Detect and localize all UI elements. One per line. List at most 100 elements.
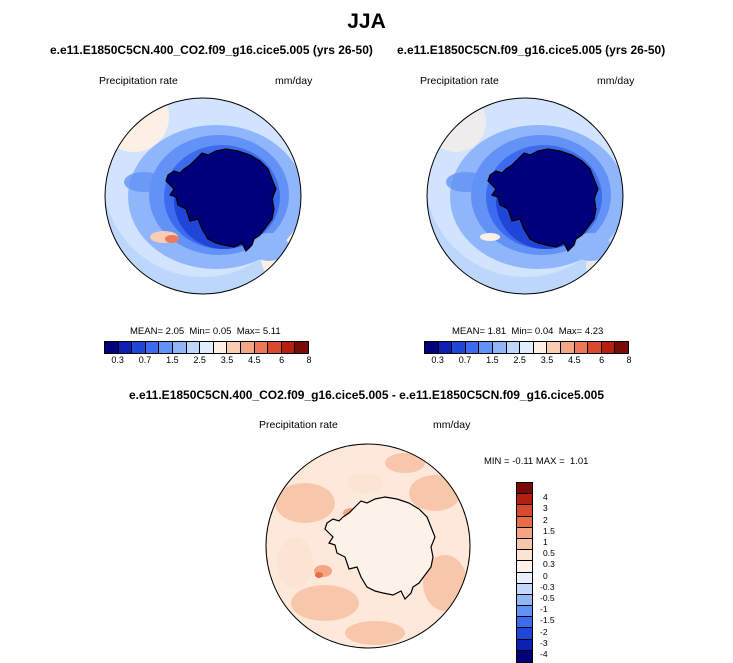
colorbar-tick-label: 0: [543, 570, 548, 581]
colorbar-swatch: [145, 342, 160, 353]
colorbar-tick-label: 1.5: [166, 355, 179, 365]
colorbar-tick-label: 4: [543, 492, 548, 503]
variable-label-difference: Precipitation rate: [259, 419, 338, 431]
colorbar-tick-label: 0.7: [458, 355, 472, 365]
mean-value: 2.05: [165, 326, 185, 337]
colorbar-tick-label: 1: [543, 537, 548, 547]
colorbar-swatch: [186, 342, 201, 353]
colorbar-swatch: [517, 606, 532, 618]
colorbar-control: [424, 341, 629, 354]
colorbar-swatch: [560, 342, 575, 353]
colorbar-ticks-control: 0.3 0.7 1.5 2.5 3.5 4.5 6 8: [424, 355, 632, 367]
colorbar-swatch: [492, 342, 507, 353]
colorbar-swatch: [159, 342, 173, 353]
colorbar-swatch: [452, 342, 466, 353]
colorbar-tick-label: -2: [540, 626, 548, 637]
polar-map-difference: [265, 443, 471, 649]
colorbar-swatch: [517, 583, 532, 595]
polar-map-co2: [104, 97, 302, 295]
colorbar-swatch: [517, 628, 532, 640]
colorbar-swatch: [517, 650, 532, 662]
colorbar-swatch: [520, 342, 534, 353]
colorbar-swatch: [281, 342, 296, 353]
units-label-control: mm/day: [597, 75, 635, 87]
colorbar-swatch: [213, 342, 228, 353]
colorbar-swatch: [517, 594, 532, 607]
colorbar-tick-label: 4.5: [568, 355, 581, 365]
stats-control: MEAN= 1.81 Min= 0.04 Max= 4.23: [452, 326, 604, 337]
colorbar-swatch: [547, 342, 561, 353]
colorbar-swatch: [506, 342, 521, 353]
colorbar-ticks-difference: 4 3 2 1.5 1 0.5 0.3 0 -0.3 -0.5 -1 -1.5 -2 -3 -4: [540, 482, 580, 662]
colorbar-swatch: [118, 342, 133, 353]
mean-value: 1.81: [487, 326, 507, 337]
colorbar-swatch: [295, 342, 308, 353]
colorbar-co2: [104, 341, 309, 354]
colorbar-tick-label: 0.3: [111, 355, 124, 365]
colorbar-tick-label: 3.5: [540, 355, 554, 365]
colorbar-swatch: [105, 342, 119, 353]
colorbar-tick-label: -3: [540, 637, 548, 648]
colorbar-swatch: [200, 342, 214, 353]
panel-title-difference: e.e11.E1850C5CN.400_CO2.f09_g16.cice5.00…: [128, 388, 604, 402]
colorbar-swatch: [240, 342, 255, 353]
colorbar-tick-label: 3: [543, 503, 548, 514]
max-value: 4.23: [584, 326, 604, 337]
colorbar-tick-label: 6: [279, 355, 285, 365]
colorbar-swatch: [438, 342, 453, 353]
max-value: 5.11: [262, 326, 281, 337]
colorbar-tick-label: -1.5: [540, 615, 555, 626]
colorbar-tick-label: 8: [626, 355, 632, 365]
colorbar-swatch: [517, 617, 532, 629]
units-label-difference: mm/day: [433, 419, 471, 431]
colorbar-tick-label: -0.3: [540, 581, 555, 592]
colorbar-swatches-vertical: [516, 482, 533, 663]
colorbar-swatch: [254, 342, 269, 353]
colorbar-tick-label: 1.5: [543, 525, 555, 536]
colorbar-swatch: [465, 342, 480, 353]
colorbar-tick-label: 0.5: [543, 548, 555, 559]
colorbar-tick-label: 2: [543, 514, 548, 525]
colorbar-swatch: [517, 494, 532, 506]
colorbar-swatch: [132, 342, 146, 353]
colorbar-swatch: [588, 342, 602, 353]
colorbar-tick-label: 1.5: [486, 355, 499, 365]
stats-co2: MEAN= 2.05 Min= 0.05 Max= 5.11: [130, 326, 281, 337]
colorbar-tick-label: -1: [540, 604, 548, 615]
colorbar-tick-label: 4.5: [248, 355, 261, 365]
variable-label-co2: Precipitation rate: [99, 75, 178, 87]
colorbar-swatch: [172, 342, 187, 353]
panel-title-co2: e.e11.E1850C5CN.400_CO2.f09_g16.cice5.00…: [50, 43, 373, 57]
stats-difference: MIN = -0.11 MAX = 1.01: [484, 456, 589, 467]
colorbar-tick-label: 6: [599, 355, 605, 365]
colorbar-swatches: [104, 341, 309, 354]
colorbar-tick-label: -0.5: [540, 593, 555, 603]
polar-map-control: [426, 97, 624, 295]
colorbar-tick-label: 3.5: [220, 355, 234, 365]
colorbar-swatch: [517, 561, 532, 573]
min-value: 0.05: [212, 326, 232, 337]
min-value: -0.11: [512, 456, 534, 467]
colorbar-swatch: [615, 342, 628, 353]
panel-title-control: e.e11.E1850C5CN.f09_g16.cice5.005 (yrs 2…: [397, 43, 666, 57]
colorbar-swatch: [574, 342, 589, 353]
variable-label-control: Precipitation rate: [420, 75, 499, 87]
colorbar-swatch: [517, 538, 532, 551]
colorbar-ticks-co2: 0.3 0.7 1.5 2.5 3.5 4.5 6 8: [104, 355, 311, 367]
colorbar-swatch: [517, 550, 532, 562]
colorbar-swatch: [425, 342, 439, 353]
colorbar-tick-label: 2.5: [193, 355, 206, 365]
colorbar-swatch: [517, 639, 532, 651]
colorbar-swatch: [517, 483, 532, 495]
units-label-co2: mm/day: [275, 75, 313, 87]
colorbar-tick-label: -4: [540, 649, 548, 659]
colorbar-tick-label: 0.3: [543, 559, 555, 570]
colorbar-swatch: [479, 342, 493, 353]
colorbar-tick-label: 2.5: [513, 355, 526, 365]
colorbar-swatches: [424, 341, 629, 354]
colorbar-tick-label: 0.7: [138, 355, 152, 365]
colorbar-swatch: [533, 342, 548, 353]
season-title: JJA: [347, 10, 386, 33]
colorbar-tick-label: 0.3: [431, 355, 444, 365]
max-value: 1.01: [569, 456, 589, 467]
